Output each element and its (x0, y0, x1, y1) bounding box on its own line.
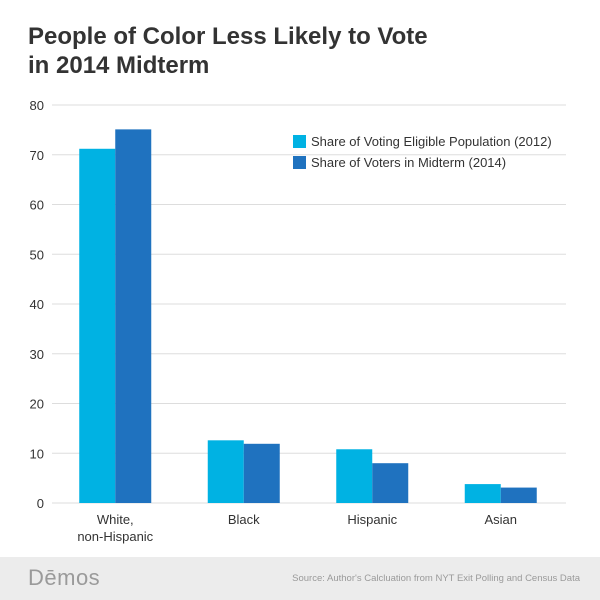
x-tick-label-line: Black (228, 512, 260, 527)
x-tick-label: White, non-Hispanic (77, 512, 153, 544)
x-tick-label-line: Hispanic (347, 512, 397, 527)
chart-title-line-2: in 2014 Midterm (28, 52, 210, 79)
bar-eligible-2012 (79, 148, 116, 503)
x-tick-label: Black (228, 512, 260, 527)
chart-title-line-1: People of Color Less Likely to Vote (28, 23, 428, 50)
bar-voters-2014 (243, 443, 280, 503)
y-tick-label: 70 (30, 148, 44, 163)
bar-voters-2014 (372, 463, 409, 503)
x-tick-label-line: Asian (484, 512, 517, 527)
y-tick-label: 30 (30, 347, 44, 362)
footer: Dēmos Source: Author's Calcluation from … (0, 557, 600, 600)
legend-swatch (293, 135, 306, 148)
y-tick-label: 50 (30, 247, 44, 262)
legend-label: Share of Voting Eligible Population (201… (311, 134, 552, 149)
x-tick-label-line: White, (97, 512, 134, 527)
x-axis-ticks: White, non-Hispanic Black Hispanic Asian (77, 512, 517, 544)
legend: Share of Voting Eligible Population (201… (293, 134, 552, 170)
bar-eligible-2012 (464, 484, 501, 503)
y-axis-ticks: 0 10 20 30 40 50 60 70 80 (30, 98, 44, 511)
source-note: Source: Author's Calcluation from NYT Ex… (292, 573, 580, 584)
legend-swatch (293, 156, 306, 169)
bar-eligible-2012 (207, 440, 244, 503)
demos-logo: Dēmos (28, 565, 101, 590)
bars (79, 129, 537, 503)
bar-eligible-2012 (336, 449, 373, 503)
bar-chart: 0 10 20 30 40 50 60 70 80 White, non-Hispanic Blac… (30, 98, 566, 544)
y-tick-label: 20 (30, 397, 44, 412)
bar-voters-2014 (500, 487, 537, 503)
y-tick-label: 60 (30, 198, 44, 213)
y-tick-label: 10 (30, 446, 44, 461)
y-tick-label: 80 (30, 98, 44, 113)
x-tick-label: Asian (484, 512, 517, 527)
legend-label: Share of Voters in Midterm (2014) (311, 155, 506, 170)
bar-voters-2014 (115, 129, 152, 503)
y-tick-label: 0 (37, 496, 44, 511)
y-tick-label: 40 (30, 297, 44, 312)
x-tick-label: Hispanic (347, 512, 397, 527)
x-tick-label-line: non-Hispanic (77, 529, 153, 544)
chart-title: People of Color Less Likely to Vote in 2… (28, 22, 568, 80)
